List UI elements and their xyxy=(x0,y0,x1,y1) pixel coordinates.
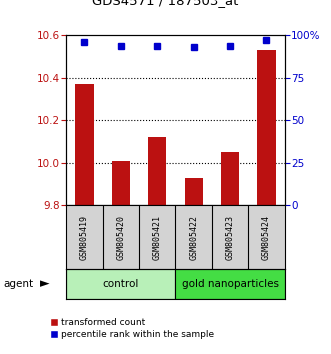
Text: GSM805422: GSM805422 xyxy=(189,215,198,260)
Text: GSM805420: GSM805420 xyxy=(116,215,125,260)
Text: GSM805419: GSM805419 xyxy=(80,215,89,260)
Text: GSM805423: GSM805423 xyxy=(225,215,235,260)
Text: gold nanoparticles: gold nanoparticles xyxy=(181,279,279,289)
Text: GSM805421: GSM805421 xyxy=(153,215,162,260)
Bar xyxy=(148,137,166,205)
Text: ►: ► xyxy=(40,278,50,291)
Text: GSM805424: GSM805424 xyxy=(262,215,271,260)
Bar xyxy=(221,152,239,205)
Bar xyxy=(185,178,203,205)
Bar xyxy=(75,84,93,205)
Text: GDS4571 / 187503_at: GDS4571 / 187503_at xyxy=(92,0,239,7)
Text: agent: agent xyxy=(3,279,33,289)
Bar xyxy=(66,269,175,299)
Legend: transformed count, percentile rank within the sample: transformed count, percentile rank withi… xyxy=(48,314,218,342)
Bar xyxy=(175,269,285,299)
Bar xyxy=(112,161,130,205)
Bar xyxy=(258,50,275,205)
Text: control: control xyxy=(103,279,139,289)
